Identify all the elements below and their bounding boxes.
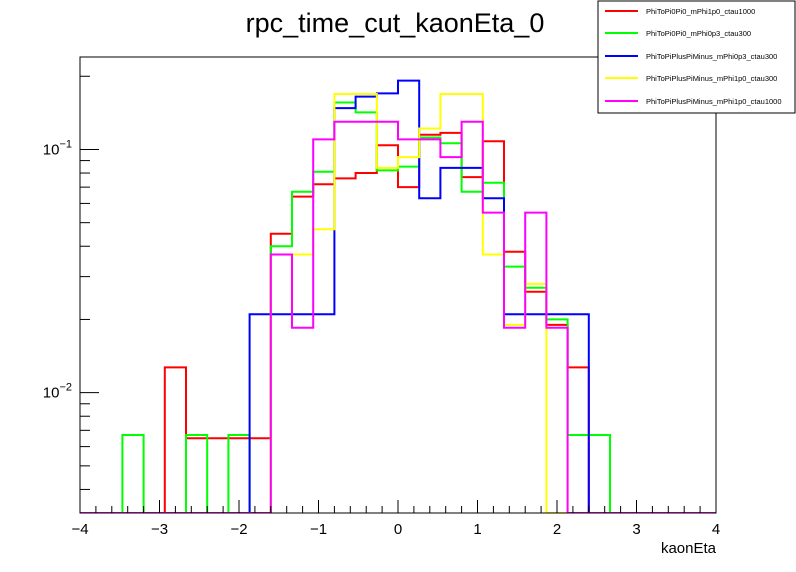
x-axis: −4 −3 −2 −1 0 1 2 3 4 [71,500,720,538]
legend-label-4: PhiToPiPlusPiMinus_mPhi1p0_ctau300 [646,74,777,83]
legend-label-5: PhiToPiPlusPiMinus_mPhi1p0_ctau1000 [646,97,782,106]
x-tick-label: −2 [230,521,247,538]
legend: PhiToPi0Pi0_mPhi1p0_ctau1000 PhiToPi0Pi0_… [597,0,796,114]
y-tick-label: 10−2 [43,382,72,402]
legend-label-2: PhiToPi0Pi0_mPhi0p3_ctau300 [646,29,751,38]
x-tick-label: 0 [394,521,402,538]
legend-label-3: PhiToPiPlusPiMinus_mPhi0p3_ctau300 [646,52,777,61]
legend-marker-4 [620,77,623,79]
x-tick-label: −3 [151,521,168,538]
x-tick-label: 1 [473,521,481,538]
legend-marker-3 [620,55,623,57]
x-tick-label: −1 [310,521,327,538]
x-tick-label: −4 [71,521,88,538]
y-tick-label: 10−1 [43,138,72,158]
legend-label-1: PhiToPi0Pi0_mPhi1p0_ctau1000 [646,7,755,16]
series-line-4 [80,93,716,513]
y-axis: 10−1 10−2 [43,75,99,490]
x-tick-label: 2 [553,521,561,538]
series-line-5 [80,120,716,513]
x-axis-title: kaonEta [661,540,717,557]
x-tick-label: 3 [632,521,640,538]
chart-title: rpc_time_cut_kaonEta_0 [246,8,545,38]
legend-marker-1 [620,10,623,12]
legend-marker-2 [620,32,623,34]
legend-marker-5 [620,100,623,102]
x-tick-label: 4 [712,521,720,538]
series-layer [80,79,716,513]
series-line-3 [80,79,716,513]
